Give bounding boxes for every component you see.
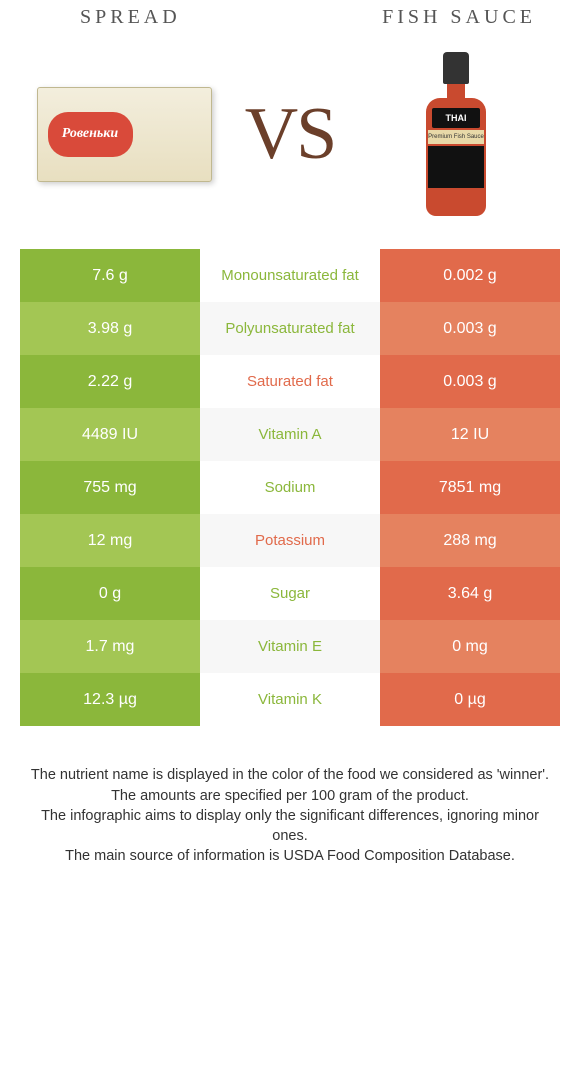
right-value: 0.002 g: [380, 249, 560, 302]
vs-label: VS: [245, 92, 336, 177]
right-food-title: FISH SAUCE: [382, 6, 536, 29]
left-value: 3.98 g: [20, 302, 200, 355]
table-row: 3.98 gPolyunsaturated fat0.003 g: [20, 302, 560, 355]
table-row: 2.22 gSaturated fat0.003 g: [20, 355, 560, 408]
header: SPREAD FISH SAUCE: [0, 0, 580, 29]
nutrient-name: Sodium: [200, 461, 380, 514]
table-row: 12.3 µgVitamin K0 µg: [20, 673, 560, 726]
left-value: 12 mg: [20, 514, 200, 567]
hero: Ровеньки VS THAI Premium Fish Sauce: [0, 29, 580, 249]
right-value: 0 mg: [380, 620, 560, 673]
left-food-title: SPREAD: [80, 6, 181, 29]
left-value: 12.3 µg: [20, 673, 200, 726]
bottle-sub: Premium Fish Sauce: [428, 130, 484, 144]
nutrient-name: Vitamin A: [200, 408, 380, 461]
right-value: 7851 mg: [380, 461, 560, 514]
comparison-table: 7.6 gMonounsaturated fat0.002 g3.98 gPol…: [20, 249, 560, 726]
fish-sauce-bottle-icon: THAI Premium Fish Sauce: [426, 52, 486, 217]
left-value: 755 mg: [20, 461, 200, 514]
table-row: 7.6 gMonounsaturated fat0.002 g: [20, 249, 560, 302]
left-food-image: Ровеньки: [34, 49, 214, 219]
nutrient-name: Potassium: [200, 514, 380, 567]
table-row: 755 mgSodium7851 mg: [20, 461, 560, 514]
nutrient-name: Vitamin E: [200, 620, 380, 673]
table-row: 4489 IUVitamin A12 IU: [20, 408, 560, 461]
right-value: 0.003 g: [380, 302, 560, 355]
left-value: 4489 IU: [20, 408, 200, 461]
spread-box-icon: Ровеньки: [37, 87, 212, 182]
left-value: 7.6 g: [20, 249, 200, 302]
footnote-line: The main source of information is USDA F…: [24, 847, 556, 867]
spread-brand-label: Ровеньки: [48, 112, 133, 157]
footnotes: The nutrient name is displayed in the co…: [0, 726, 580, 867]
footnote-line: The amounts are specified per 100 gram o…: [24, 787, 556, 807]
right-value: 12 IU: [380, 408, 560, 461]
right-value: 288 mg: [380, 514, 560, 567]
footnote-line: The nutrient name is displayed in the co…: [24, 766, 556, 786]
bottle-brand: THAI: [432, 108, 480, 128]
nutrient-name: Polyunsaturated fat: [200, 302, 380, 355]
right-food-image: THAI Premium Fish Sauce: [366, 49, 546, 219]
nutrient-name: Sugar: [200, 567, 380, 620]
table-row: 0 gSugar3.64 g: [20, 567, 560, 620]
nutrient-name: Monounsaturated fat: [200, 249, 380, 302]
right-value: 3.64 g: [380, 567, 560, 620]
nutrient-name: Saturated fat: [200, 355, 380, 408]
left-value: 0 g: [20, 567, 200, 620]
right-value: 0.003 g: [380, 355, 560, 408]
left-value: 2.22 g: [20, 355, 200, 408]
left-value: 1.7 mg: [20, 620, 200, 673]
footnote-line: The infographic aims to display only the…: [24, 807, 556, 846]
table-row: 1.7 mgVitamin E0 mg: [20, 620, 560, 673]
right-value: 0 µg: [380, 673, 560, 726]
nutrient-name: Vitamin K: [200, 673, 380, 726]
table-row: 12 mgPotassium288 mg: [20, 514, 560, 567]
